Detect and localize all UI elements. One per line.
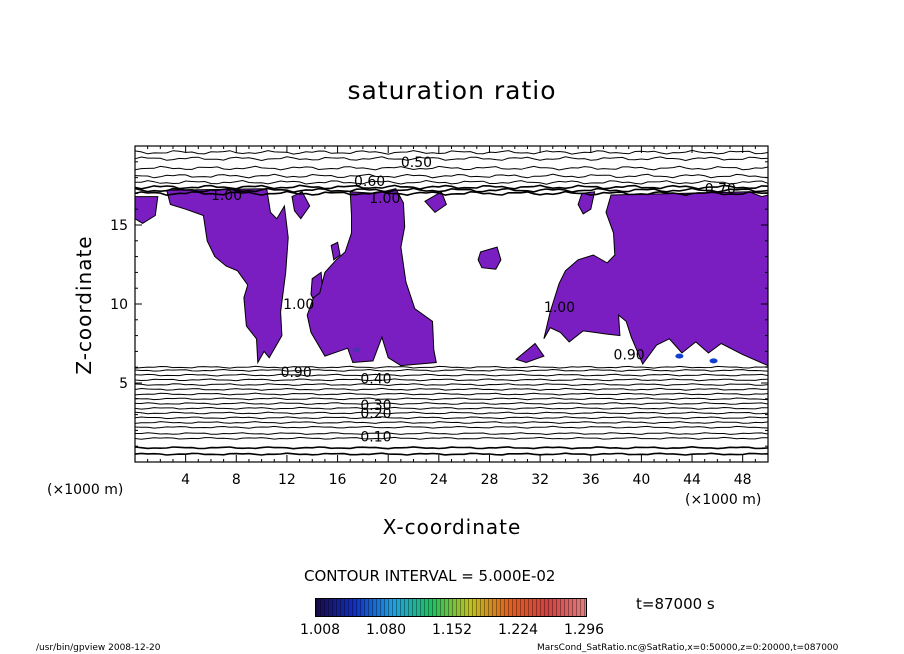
x-tick-label: 32 [531,472,549,488]
x-tick-label: 12 [278,472,296,488]
chart-title: saturation ratio [347,76,557,105]
lower-contour-line [134,406,768,410]
upper-contour-line [134,190,769,197]
time-label: t=87000 s [636,595,715,613]
footer-left: /usr/bin/gpview 2008-12-20 [36,643,161,653]
lower-contour-line [134,392,769,396]
supersaturated-region-patch-a [134,196,159,224]
y-tick-label: 10 [110,297,128,313]
lower-contour-line [135,432,769,436]
colorbar-tick-label: 1.224 [498,622,539,638]
contour-label-1: 0.70 [705,182,736,198]
contour-label-9: 0.40 [360,371,391,387]
high-value-spot-1 [709,358,718,364]
colorbar-tick-label: 1.008 [300,622,341,638]
lower-contour-line [134,383,769,387]
supersaturated-region-patch-h [477,246,502,270]
y-axis-label: Z-coordinate [72,235,96,375]
supersaturation-fill-layer [134,188,769,367]
supersaturated-region-patch-c [291,191,311,220]
colorbar-tick-label: 1.080 [366,622,407,638]
lower-contour-line [134,425,769,429]
x-axis-label: X-coordinate [382,515,522,539]
contour-label-2: 0.60 [354,174,385,190]
contour-label-layer: 0.500.700.601.001.001.00 1.000.900.900.40… [211,155,736,446]
x-tick-label: 40 [632,472,650,488]
contour-label-7: 0.90 [281,365,312,381]
lower-contour-line [134,411,769,415]
x-tick-label: 8 [232,472,241,488]
contour-label-3: 1.00 [369,191,400,207]
y-axis-unit: (×1000 m) [47,482,124,498]
contour-label-8: 0.90 [614,348,645,364]
supersaturated-region-patch-j [577,191,596,215]
upper-contour-line [134,173,769,179]
x-tick-label: 4 [181,472,190,488]
supersaturated-region-patch-e [330,241,341,261]
contour-line-layer [134,149,769,456]
x-tick-label: 24 [430,472,448,488]
upper-contour-line [134,156,769,162]
lower-contour-line [134,368,769,372]
upper-contour-line [135,179,769,185]
lower-contour-line [134,421,769,424]
y-tick-layer: 5 10 15 [110,161,768,447]
contour-interval-text: CONTOUR INTERVAL = 5.000E-02 [304,567,556,585]
lower-contour-line [134,445,769,450]
x-tick-label: 20 [379,472,397,488]
x-axis-unit: (×1000 m) [685,492,762,508]
contour-label-0: 0.50 [401,155,432,171]
lower-contour-line [134,387,769,391]
high-value-spot-2 [352,347,361,353]
contour-label-11: 0.20 [360,406,391,422]
supersaturated-region-patch-f [306,188,437,367]
supersaturated-region-patch-i [515,342,545,364]
supersaturated-region-patch-b [166,188,289,365]
contour-label-6: 1.00 [544,300,575,316]
lower-contour-line [134,373,769,377]
supersaturated-region-patch-g [424,191,448,214]
colorbar [315,598,587,617]
x-tick-label: 16 [329,472,347,488]
high-value-spot-0 [675,353,684,359]
footer-right: MarsCond_SatRatio.nc@SatRatio,x=0:50000,… [537,643,839,653]
x-tick-layer: 4 8 12 16 20 24 28 32 36 40 44 48 [147,146,756,488]
upper-contour-line [134,165,769,171]
lower-contour-line [134,436,769,440]
high-value-spot-layer [352,347,718,364]
x-tick-label: 44 [683,472,701,488]
upper-contour-line [134,184,769,190]
colorbar-tick-label: 1.296 [564,622,605,638]
lower-contour-line [134,452,769,456]
lower-contour-line [134,402,769,405]
contour-label-10: 0.30 [360,398,391,414]
supersaturated-region-patch-k [543,191,769,367]
lower-contour-line [134,378,769,382]
x-tick-label: 36 [582,472,600,488]
lower-contour-line [134,365,769,369]
upper-contour-line [134,187,769,193]
lower-contour-line [134,416,769,420]
contour-label-5: 1.00 [283,297,314,313]
contour-label-12: 0.10 [360,430,391,446]
colorbar-tick-label: 1.152 [432,622,473,638]
x-tick-label: 48 [734,472,752,488]
upper-contour-line [134,149,769,155]
x-tick-label: 28 [481,472,499,488]
contour-label-4: 1.00 [211,188,242,204]
y-tick-label: 15 [110,218,128,234]
lower-contour-line [134,397,769,401]
y-tick-label: 5 [119,376,128,392]
